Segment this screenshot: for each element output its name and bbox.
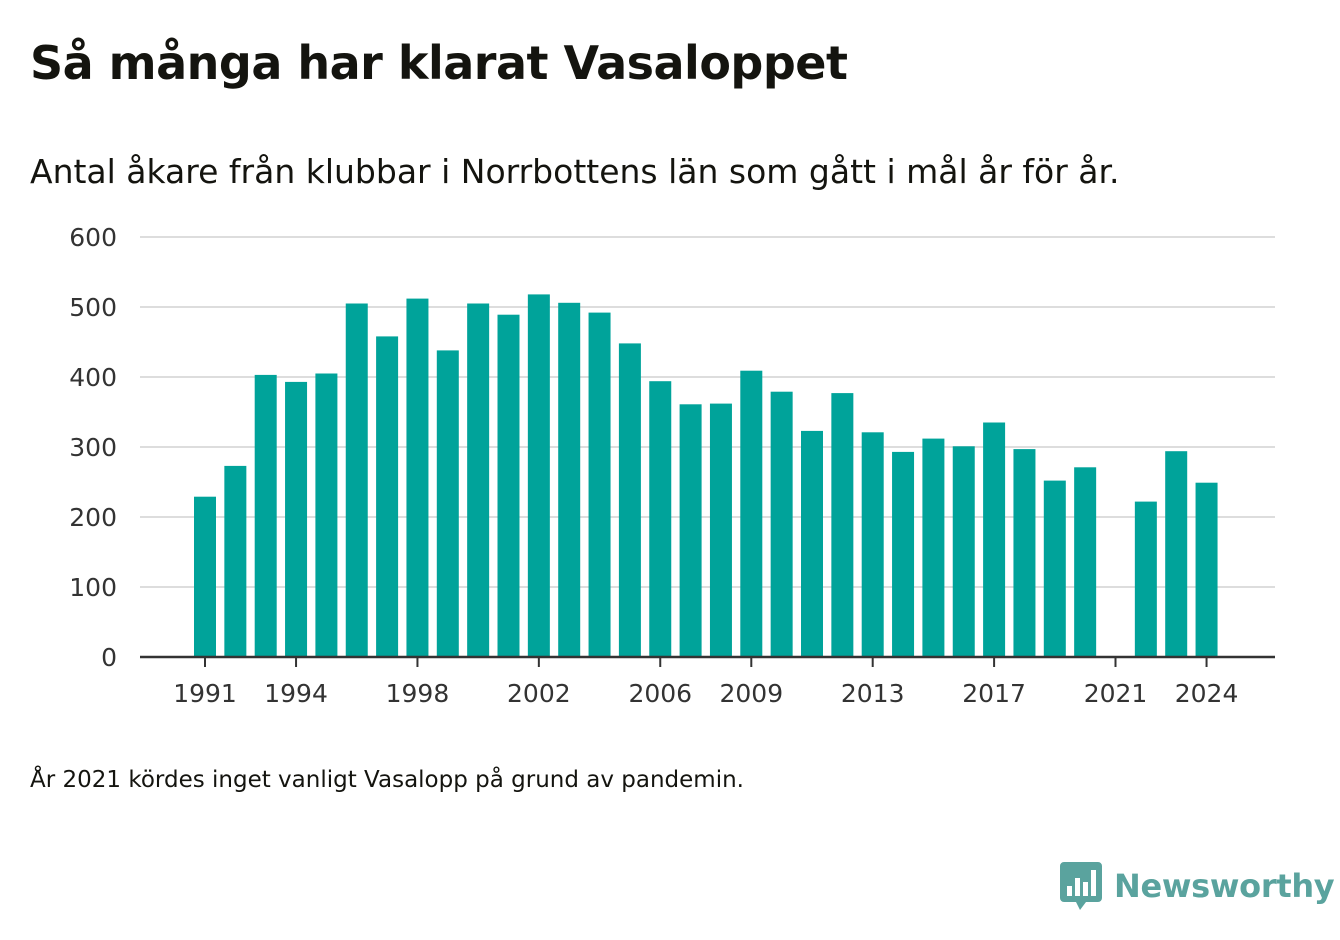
bar-1991: [194, 496, 216, 657]
y-tick-label: 400: [69, 363, 117, 392]
y-tick-label: 600: [69, 223, 117, 252]
y-tick-label: 500: [69, 293, 117, 322]
bar-2003: [558, 302, 581, 657]
bar-2017: [983, 422, 1006, 657]
x-tick-label: 2002: [507, 679, 571, 708]
newsworthy-logo-icon: [1060, 862, 1102, 910]
y-tick-label: 100: [69, 573, 117, 602]
x-tick-label: 2017: [962, 679, 1026, 708]
x-tick-label: 2021: [1084, 679, 1148, 708]
bar-2013: [861, 432, 884, 657]
brand-logo: Newsworthy: [1060, 860, 1335, 912]
bar-1994: [285, 381, 308, 657]
bar-chart: 0 100 200 300 400 500 600 1991 1994 1998 2002 2006 2…: [69, 223, 1275, 708]
x-tick-label: 1991: [173, 679, 237, 708]
bar-1997: [376, 336, 399, 657]
bar-2024: [1195, 482, 1218, 657]
bar-1999: [436, 350, 459, 657]
bars: [194, 294, 1218, 657]
footnote: År 2021 kördes inget vanligt Vasalopp på…: [30, 767, 744, 793]
y-tick-label: 200: [69, 503, 117, 532]
bar-2018: [1013, 449, 1036, 657]
x-tick-label: 2024: [1175, 679, 1239, 708]
bar-2007: [679, 404, 702, 657]
bar-1993: [254, 374, 277, 657]
bar-1995: [315, 373, 338, 657]
bar-1992: [224, 465, 247, 657]
gridlines: [140, 236, 1275, 588]
x-tick-label: 2006: [628, 679, 692, 708]
bar-2006: [649, 381, 672, 657]
bar-2008: [709, 403, 732, 657]
bar-2000: [467, 303, 490, 657]
axes: 0 100 200 300 400 500 600 1991 1994 1998 2002 2006 2…: [69, 223, 1275, 708]
bar-2015: [922, 438, 945, 657]
x-tick-label: 1998: [386, 679, 450, 708]
bar-2022: [1134, 501, 1157, 657]
bar-2014: [892, 451, 915, 657]
x-tick-label: 2009: [719, 679, 783, 708]
bar-2016: [952, 446, 975, 657]
bar-2020: [1074, 467, 1097, 657]
bar-2019: [1043, 480, 1066, 657]
bar-2011: [801, 430, 823, 657]
bar-1996: [345, 303, 368, 657]
y-tick-label: 300: [69, 433, 117, 462]
bar-2002: [527, 294, 550, 657]
bar-2005: [618, 343, 641, 657]
bar-2023: [1165, 451, 1188, 657]
bar-2012: [831, 393, 854, 657]
bar-2010: [770, 391, 793, 657]
chart-title: Så många har klarat Vasaloppet: [30, 36, 848, 90]
bar-2001: [497, 314, 520, 657]
chart-subtitle: Antal åkare från klubbar i Norrbottens l…: [30, 152, 1120, 191]
bar-2004: [588, 312, 611, 657]
y-tick-label: 0: [101, 643, 117, 672]
x-tick-label: 2013: [841, 679, 905, 708]
brand-name: Newsworthy: [1114, 867, 1335, 905]
x-tick-label: 1994: [264, 679, 328, 708]
bar-1998: [406, 298, 429, 657]
bar-2009: [740, 370, 763, 657]
